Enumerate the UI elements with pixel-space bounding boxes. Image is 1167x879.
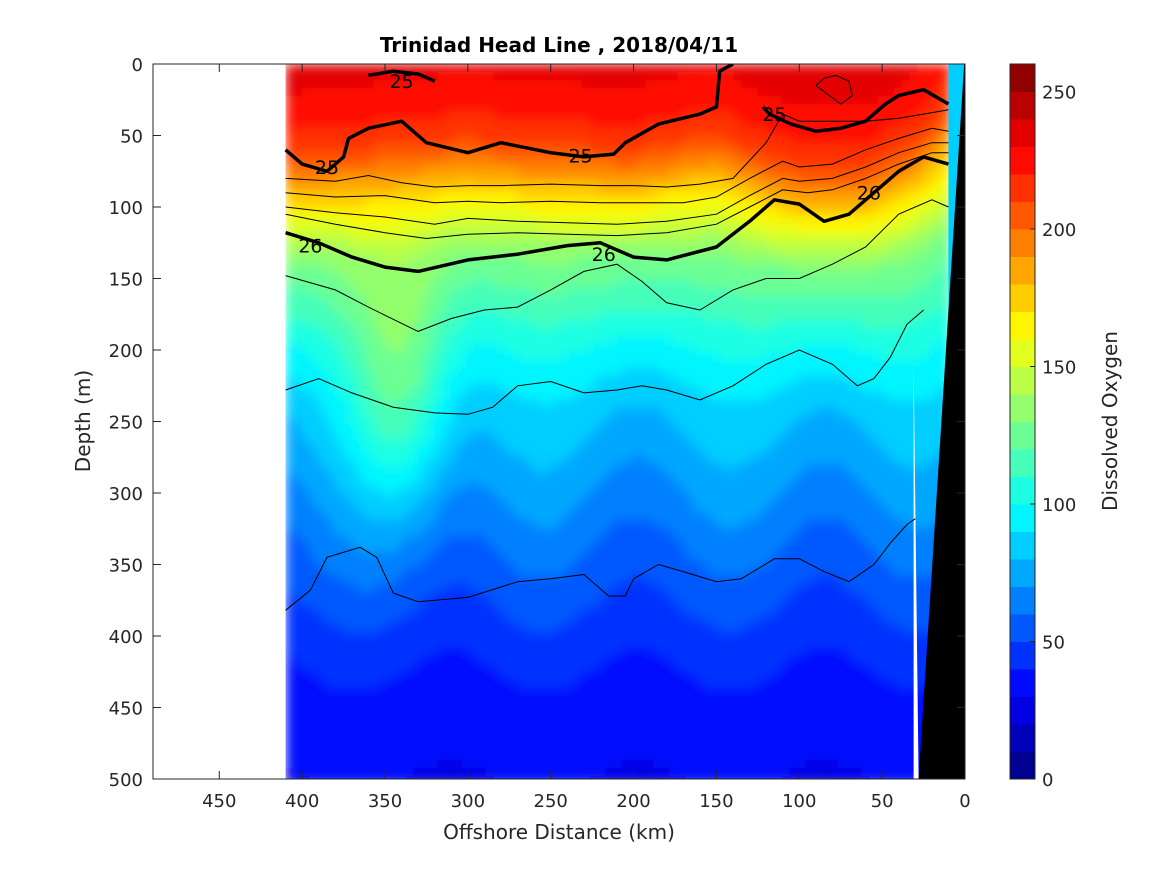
colorbar-level-11 (1010, 449, 1035, 477)
x-tick-label-450: 450 (202, 791, 236, 812)
y-tick-label-200: 200 (109, 341, 143, 362)
contour-label-0: 25 (315, 157, 339, 179)
colorbar-level-14 (1010, 367, 1035, 395)
x-tick-label-50: 50 (871, 791, 894, 812)
x-tick-label-0: 0 (959, 791, 970, 812)
chart-title: Trinidad Head Line , 2018/04/11 (380, 33, 738, 57)
x-tick-label-100: 100 (782, 791, 816, 812)
colorbar-level-17 (1010, 284, 1035, 312)
y-tick-label-350: 350 (109, 556, 143, 577)
colorbar-level-13 (1010, 394, 1035, 422)
y-tick-label-250: 250 (109, 413, 143, 434)
colorbar-tick-label-250: 250 (1042, 83, 1076, 104)
colorbar-level-6 (1010, 587, 1035, 615)
x-tick-label-400: 400 (285, 791, 319, 812)
x-tick-label-250: 250 (534, 791, 568, 812)
y-tick-label-50: 50 (120, 127, 143, 148)
colorbar-level-0 (1010, 752, 1035, 780)
x-tick-label-300: 300 (451, 791, 485, 812)
colorbar-level-21 (1010, 174, 1035, 202)
x-tick-label-350: 350 (368, 791, 402, 812)
colorbar-tick-label-150: 150 (1042, 358, 1076, 379)
colorbar-level-5 (1010, 614, 1035, 642)
y-tick-label-500: 500 (109, 770, 143, 791)
colorbar-level-8 (1010, 532, 1035, 560)
y-tick-label-150: 150 (109, 270, 143, 291)
colorbar-level-2 (1010, 697, 1035, 725)
x-tick-label-150: 150 (699, 791, 733, 812)
no-data-region (153, 64, 286, 779)
colorbar-level-16 (1010, 312, 1035, 340)
colorbar (1010, 64, 1035, 780)
colorbar-level-24 (1010, 92, 1035, 120)
x-axis-label: Offshore Distance (km) (443, 820, 675, 844)
colorbar-tick-label-50: 50 (1042, 633, 1065, 654)
colorbar-level-9 (1010, 504, 1035, 532)
contour-label-5: 26 (592, 244, 616, 266)
y-tick-label-450: 450 (109, 699, 143, 720)
colorbar-level-7 (1010, 559, 1035, 587)
y-tick-label-400: 400 (109, 627, 143, 648)
colorbar-label: Dissolved Oxygen (1098, 331, 1122, 511)
colorbar-level-18 (1010, 257, 1035, 285)
oxygen-field (153, 64, 965, 785)
colorbar-level-15 (1010, 339, 1035, 367)
x-tick-label-200: 200 (616, 791, 650, 812)
colorbar-level-20 (1010, 202, 1035, 230)
colorbar-level-10 (1010, 477, 1035, 505)
colorbar-level-1 (1010, 724, 1035, 752)
colorbar-level-3 (1010, 669, 1035, 697)
colorbar-level-25 (1010, 64, 1035, 92)
colorbar-level-22 (1010, 147, 1035, 175)
y-axis-label: Depth (m) (71, 370, 95, 472)
contour-label-4: 26 (298, 236, 322, 258)
colorbar-tick-label-0: 0 (1042, 770, 1053, 791)
y-tick-label-300: 300 (109, 484, 143, 505)
contour-label-6: 26 (857, 183, 881, 205)
colorbar-level-12 (1010, 422, 1035, 450)
colorbar-level-4 (1010, 642, 1035, 670)
y-tick-label-100: 100 (109, 198, 143, 219)
colorbar-tick-label-200: 200 (1042, 220, 1076, 241)
colorbar-level-19 (1010, 229, 1035, 257)
colorbar-tick-label-100: 100 (1042, 495, 1076, 516)
contour-label-2: 25 (389, 71, 413, 93)
contour-label-1: 25 (568, 146, 592, 168)
y-tick-label-0: 0 (132, 55, 143, 76)
contour-label-3: 25 (762, 104, 786, 126)
colorbar-level-23 (1010, 119, 1035, 147)
